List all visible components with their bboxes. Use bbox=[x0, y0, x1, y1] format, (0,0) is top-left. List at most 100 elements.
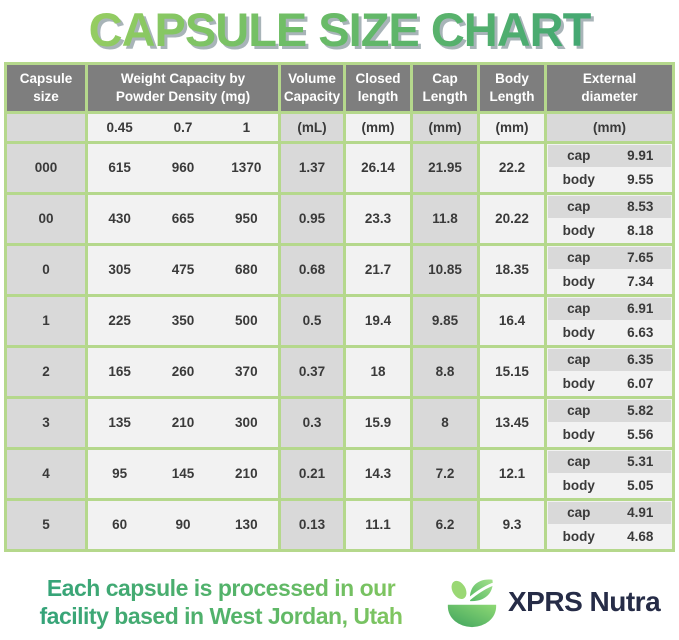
table-row: 4 95 145 210 0.21 14.3 7.2 12.1 cap 5.31… bbox=[7, 449, 672, 498]
capsule-size-cell: 000 bbox=[7, 143, 85, 192]
density-1-label: 1 bbox=[242, 119, 251, 135]
body-label: body bbox=[562, 223, 595, 239]
cap-diameter-value: 9.91 bbox=[627, 148, 654, 164]
weight-density-1-value: 950 bbox=[235, 211, 258, 227]
footer-note-line1: Each capsule is processed in our bbox=[46, 574, 396, 601]
external-diameter-body-row: body 7.34 bbox=[548, 270, 671, 293]
external-diameter-body-row: body 9.55 bbox=[548, 168, 671, 191]
weight-density-0.7-value: 475 bbox=[171, 262, 195, 278]
cap-label: cap bbox=[567, 250, 591, 266]
external-diameter-cap-row: cap 9.91 bbox=[548, 144, 671, 167]
body-length-cell: 9.3 bbox=[480, 500, 544, 549]
cap-length-cell: 8 bbox=[413, 398, 477, 447]
volume-unit-cell: (mL) bbox=[281, 113, 343, 141]
weight-density-0.7-value: 260 bbox=[171, 364, 195, 380]
cap-length-cell: 7.2 bbox=[413, 449, 477, 498]
body-length-cell: 15.15 bbox=[480, 347, 544, 396]
external-diameter-body-row: body 6.07 bbox=[548, 372, 671, 395]
col-header-closed-length: Closed length bbox=[346, 64, 410, 111]
weight-density-0.45-value: 305 bbox=[108, 262, 131, 278]
external-diameter-body-row: body 5.56 bbox=[548, 423, 671, 446]
volume-capacity-cell: 0.3 bbox=[281, 398, 343, 447]
weight-density-1-value: 1370 bbox=[231, 160, 262, 176]
weight-density-1-value: 500 bbox=[235, 313, 258, 329]
cap-length-cell: 9.85 bbox=[413, 296, 477, 345]
cap-diameter-value: 5.31 bbox=[627, 454, 654, 470]
weight-density-0.45-value: 430 bbox=[108, 211, 131, 227]
body-length-cell: 18.35 bbox=[480, 245, 544, 294]
col-header-cap-length: Cap Length bbox=[413, 64, 477, 111]
volume-capacity-cell: 0.21 bbox=[281, 449, 343, 498]
volume-capacity-cell: 0.68 bbox=[281, 245, 343, 294]
cap-length-cell: 11.8 bbox=[413, 194, 477, 243]
footer: Each capsule is processed in our facilit… bbox=[0, 564, 679, 640]
body-diameter-value: 7.34 bbox=[627, 274, 654, 290]
footer-note: Each capsule is processed in our facilit… bbox=[6, 574, 436, 630]
weight-density-0.7-value: 960 bbox=[171, 160, 195, 176]
cap-diameter-value: 8.53 bbox=[627, 199, 654, 215]
external-diameter-cell: cap 5.31 body 5.05 bbox=[547, 449, 672, 498]
body-label: body bbox=[562, 376, 595, 392]
cap-label: cap bbox=[567, 148, 591, 164]
external-diameter-body-row: body 4.68 bbox=[548, 525, 671, 548]
external-diameter-cell: cap 9.91 body 9.55 bbox=[547, 143, 672, 192]
footer-note-line2: facility based in West Jordan, Utah bbox=[39, 603, 403, 629]
closed-length-cell: 15.9 bbox=[346, 398, 410, 447]
cap-label: cap bbox=[567, 352, 591, 368]
closed-length-cell: 18 bbox=[346, 347, 410, 396]
body-label: body bbox=[562, 529, 595, 545]
weight-density-0.7-value: 145 bbox=[171, 466, 195, 482]
external-diameter-cap-row: cap 5.31 bbox=[548, 450, 671, 473]
external-diameter-cap-row: cap 7.65 bbox=[548, 246, 671, 269]
col-header-capsule-size: Capsule size bbox=[7, 64, 85, 111]
table-row: 5 60 90 130 0.13 11.1 6.2 9.3 cap 4.91 b… bbox=[7, 500, 672, 549]
body-label: body bbox=[562, 478, 595, 494]
body-label: body bbox=[562, 274, 595, 290]
weight-density-0.45-value: 135 bbox=[108, 415, 131, 431]
weight-capacity-cell: 615 960 1370 bbox=[88, 143, 278, 192]
cap-diameter-value: 7.65 bbox=[627, 250, 654, 266]
external-diameter-cell: cap 6.35 body 6.07 bbox=[547, 347, 672, 396]
weight-density-1-value: 300 bbox=[235, 415, 258, 431]
weight-capacity-cell: 165 260 370 bbox=[88, 347, 278, 396]
closed-unit-cell: (mm) bbox=[346, 113, 410, 141]
external-diameter-cell: cap 6.91 body 6.63 bbox=[547, 296, 672, 345]
cap-label: cap bbox=[567, 505, 591, 521]
col-header-weight-capacity: Weight Capacity by Powder Density (mg) bbox=[88, 64, 278, 111]
body-label: body bbox=[562, 325, 595, 341]
capsule-size-cell: 4 bbox=[7, 449, 85, 498]
page-title: CAPSULE SIZE CHART bbox=[0, 0, 679, 56]
bowl-leaf-icon bbox=[447, 579, 497, 628]
external-diameter-body-row: body 8.18 bbox=[548, 219, 671, 242]
cap-unit-cell: (mm) bbox=[413, 113, 477, 141]
cap-diameter-value: 4.91 bbox=[627, 505, 654, 521]
closed-length-cell: 23.3 bbox=[346, 194, 410, 243]
external-diameter-cap-row: cap 6.91 bbox=[548, 297, 671, 320]
cap-length-cell: 8.8 bbox=[413, 347, 477, 396]
subheader-empty-cell bbox=[7, 113, 85, 141]
capsule-size-cell: 1 bbox=[7, 296, 85, 345]
weight-density-1-value: 370 bbox=[235, 364, 258, 380]
weight-density-0.45-value: 165 bbox=[108, 364, 131, 380]
body-diameter-value: 9.55 bbox=[627, 172, 654, 188]
body-diameter-value: 8.18 bbox=[627, 223, 654, 239]
body-label: body bbox=[562, 172, 595, 188]
weight-density-0.45-value: 60 bbox=[112, 517, 128, 533]
closed-length-cell: 19.4 bbox=[346, 296, 410, 345]
table-row: 00 430 665 950 0.95 23.3 11.8 20.22 cap … bbox=[7, 194, 672, 243]
closed-length-cell: 14.3 bbox=[346, 449, 410, 498]
weight-density-0.45-value: 95 bbox=[112, 466, 128, 482]
external-diameter-body-row: body 6.63 bbox=[548, 321, 671, 344]
cap-length-cell: 10.85 bbox=[413, 245, 477, 294]
weight-capacity-cell: 305 475 680 bbox=[88, 245, 278, 294]
capsule-size-cell: 0 bbox=[7, 245, 85, 294]
capsule-size-cell: 2 bbox=[7, 347, 85, 396]
external-diameter-cap-row: cap 6.35 bbox=[548, 348, 671, 371]
body-length-cell: 16.4 bbox=[480, 296, 544, 345]
weight-capacity-cell: 95 145 210 bbox=[88, 449, 278, 498]
table-row: 1 225 350 500 0.5 19.4 9.85 16.4 cap 6.9… bbox=[7, 296, 672, 345]
body-length-cell: 20.22 bbox=[480, 194, 544, 243]
weight-density-0.7-value: 350 bbox=[171, 313, 195, 329]
volume-capacity-cell: 0.5 bbox=[281, 296, 343, 345]
